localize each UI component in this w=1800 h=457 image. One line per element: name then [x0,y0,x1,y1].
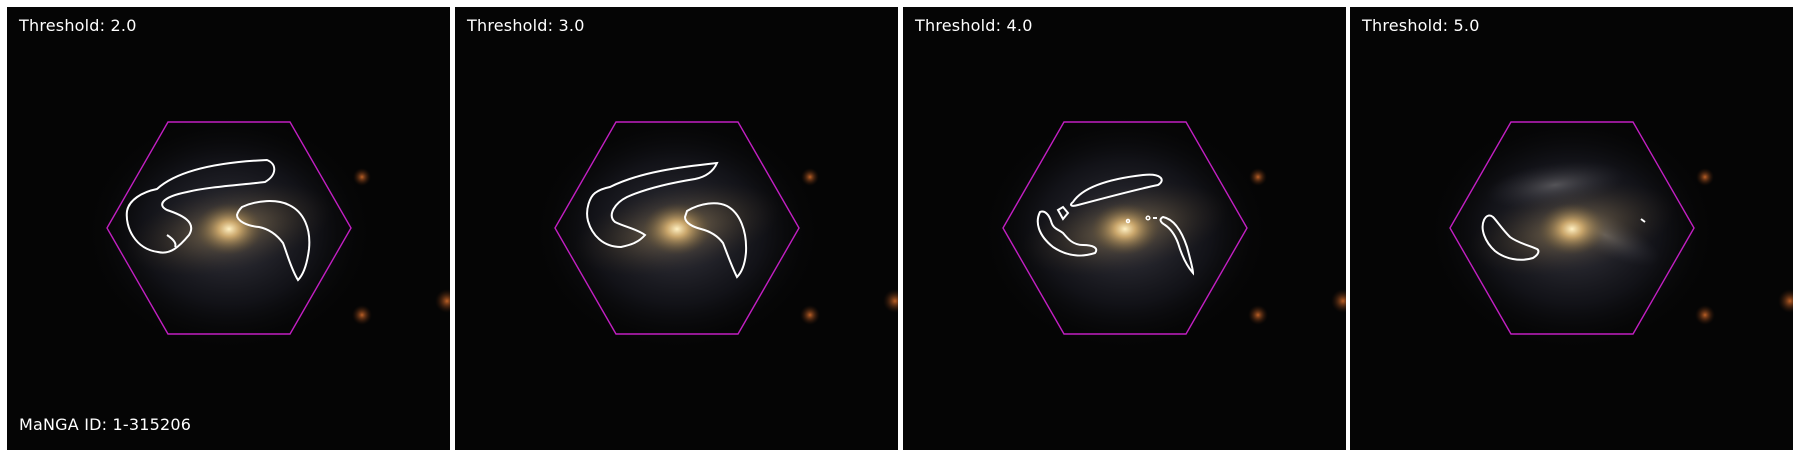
panel-threshold-2: Threshold: 2.0 MaNGA ID: 1-315206 [7,7,450,450]
ifu-hexagon-outline [1449,121,1695,335]
contour-region [1640,218,1646,223]
contour-region [1069,173,1163,207]
background-star [1248,305,1268,325]
panel-title: Threshold: 2.0 [19,16,137,35]
ifu-hexagon-outline [554,121,800,335]
galaxy-image [7,7,450,450]
background-star [352,305,372,325]
panel-title: Threshold: 4.0 [915,16,1033,35]
ifu-hexagon-outline [1002,121,1248,335]
galaxy-image [455,7,898,450]
contour-region [1036,210,1098,257]
contour-region [1159,215,1195,276]
panel-threshold-4: Threshold: 4.0 [903,7,1346,450]
contour-region [1056,205,1070,221]
galaxy-core [1538,203,1606,255]
panel-title: Threshold: 5.0 [1362,16,1480,35]
background-star [883,289,898,313]
contour-region [1145,215,1151,221]
panel-threshold-3: Threshold: 3.0 [455,7,898,450]
background-star [1331,289,1346,313]
galaxy-image [903,7,1346,450]
background-star [1695,305,1715,325]
background-star [801,168,819,186]
contour-region [1125,218,1131,224]
background-star [353,168,371,186]
contour-region [586,161,719,249]
galaxy-id-label: MaNGA ID: 1-315206 [19,415,192,434]
contour-region [125,158,276,254]
background-star [1696,168,1714,186]
background-star [800,305,820,325]
contour-region [683,202,748,279]
background-star [435,289,450,313]
background-star [1778,289,1793,313]
panel-title: Threshold: 3.0 [467,16,585,35]
galaxy-image [1350,7,1793,450]
background-star [1249,168,1267,186]
contour-region [235,200,311,282]
ifu-hexagon-outline [106,121,352,335]
galaxy-core [1091,203,1159,255]
contour-region [166,234,177,248]
contour-region [1481,214,1540,261]
galaxy-core [195,203,263,255]
galaxy-core [643,203,711,255]
panel-threshold-5: Threshold: 5.0 [1350,7,1793,450]
